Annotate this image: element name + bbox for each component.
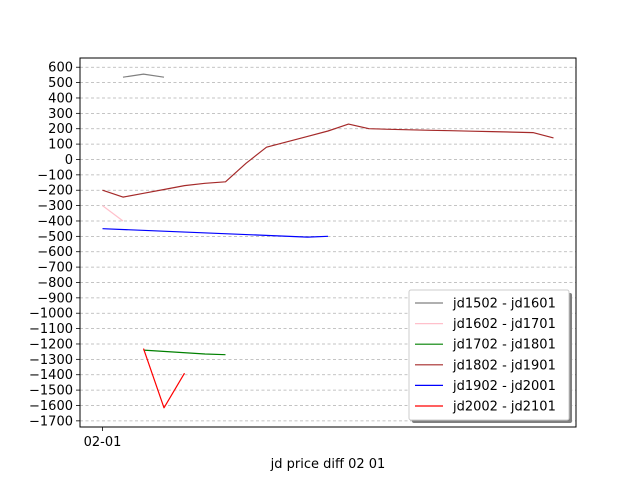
series-line: [102, 205, 124, 222]
x-tick-label: 02-01: [84, 435, 122, 450]
y-tick-label: −700: [37, 261, 73, 276]
y-tick-label: −600: [37, 245, 73, 260]
series-line: [102, 123, 554, 198]
plot-series: [102, 73, 554, 409]
legend-entry-label: jd1702 - jd1801: [452, 338, 556, 353]
y-axis-ticks: 6005004003002001000−100−200−300−400−500−…: [29, 61, 80, 429]
y-tick-label: −100: [37, 168, 73, 183]
y-tick-label: −900: [37, 291, 73, 306]
series-line: [143, 349, 226, 356]
legend-entry-label: jd2002 - jd2101: [452, 400, 556, 415]
x-axis-label: jd price diff 02 01: [270, 457, 386, 472]
y-tick-label: 600: [48, 61, 73, 76]
series-line: [142, 348, 186, 409]
legend: jd1502 - jd1601 jd1602 - jd1701 jd1702 - j…: [408, 289, 572, 423]
y-tick-label: −1700: [29, 414, 73, 429]
y-tick-label: −200: [37, 184, 73, 199]
y-tick-label: −1300: [29, 353, 73, 368]
x-axis-ticks: 02-01: [84, 427, 122, 450]
legend-entry-label: jd1502 - jd1601: [452, 297, 556, 312]
y-tick-label: −1600: [29, 399, 73, 414]
legend-entry-label: jd1902 - jd2001: [452, 379, 556, 394]
plot-frame: [79, 57, 577, 428]
y-tick-label: 500: [48, 76, 73, 91]
series-line: [102, 228, 329, 238]
y-tick-label: 400: [48, 91, 73, 106]
y-tick-label: 300: [48, 107, 73, 122]
y-tick-label: 0: [65, 153, 73, 168]
legend-box: [408, 289, 570, 421]
y-tick-label: 100: [48, 138, 73, 153]
y-tick-label: −500: [37, 230, 73, 245]
y-tick-label: −1500: [29, 384, 73, 399]
series-line: [122, 73, 165, 78]
y-tick-label: 200: [48, 122, 73, 137]
y-tick-label: −1200: [29, 337, 73, 352]
legend-entry-label: jd1602 - jd1701: [452, 317, 556, 332]
y-tick-label: −1400: [29, 368, 73, 383]
y-tick-label: −1000: [29, 307, 73, 322]
y-tick-label: −800: [37, 276, 73, 291]
y-tick-label: −1100: [29, 322, 73, 337]
y-tick-label: −400: [37, 214, 73, 229]
y-tick-label: −300: [37, 199, 73, 214]
legend-entry-label: jd1802 - jd1901: [452, 358, 556, 373]
